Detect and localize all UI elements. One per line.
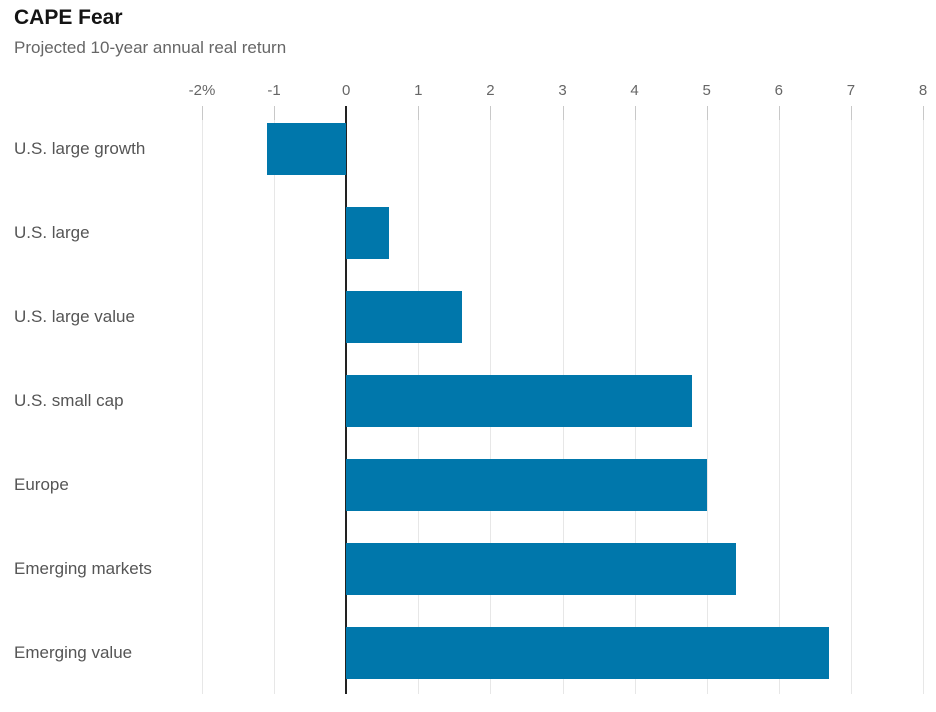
x-tick-label: 1 <box>414 82 423 99</box>
x-tick-label: -2% <box>188 82 216 99</box>
x-tick-label: 2 <box>486 82 495 99</box>
x-tick-label: 3 <box>558 82 567 99</box>
x-tick-label: 4 <box>630 82 639 99</box>
x-tick-label: 0 <box>342 82 351 99</box>
tick-mark <box>490 106 492 120</box>
category-label-emerging-markets: Emerging markets <box>14 559 152 578</box>
bar-u-s-large-growth <box>266 123 347 175</box>
bar-u-s-small-cap <box>346 375 693 427</box>
category-label-u-s-large-growth: U.S. large growth <box>14 139 146 158</box>
gridline <box>778 106 780 694</box>
gridline <box>850 106 852 694</box>
x-tick-label: 5 <box>702 82 711 99</box>
tick-mark <box>202 106 203 120</box>
tick-mark <box>562 106 564 120</box>
bar-emerging-value <box>346 627 830 679</box>
bar-emerging-markets <box>346 543 736 595</box>
category-label-u-s-large: U.S. large <box>14 223 90 242</box>
category-label-u-s-large-value: U.S. large value <box>14 307 135 326</box>
gridline <box>706 106 708 694</box>
x-tick-label: 6 <box>774 82 783 99</box>
tick-mark <box>634 106 636 120</box>
bar-europe <box>346 459 707 511</box>
x-tick-label: 7 <box>846 82 856 99</box>
gridline <box>202 106 203 694</box>
tick-mark <box>274 106 276 120</box>
tick-mark <box>923 106 924 120</box>
x-tick-label: 8 <box>918 82 928 99</box>
x-tick-label: -1 <box>267 82 281 99</box>
category-label-u-s-small-cap: U.S. small cap <box>14 391 124 410</box>
gridline <box>274 106 276 694</box>
tick-mark <box>778 106 780 120</box>
bar-u-s-large <box>346 207 390 259</box>
tick-mark <box>706 106 708 120</box>
tick-mark <box>850 106 852 120</box>
bar-u-s-large-value <box>346 291 462 343</box>
gridline <box>923 106 924 694</box>
tick-mark <box>418 106 420 120</box>
category-label-emerging-value: Emerging value <box>14 643 133 662</box>
category-label-europe: Europe <box>14 475 69 494</box>
chart-subtitle: Projected 10-year annual real return <box>14 38 287 57</box>
chart-title: CAPE Fear <box>14 6 123 29</box>
